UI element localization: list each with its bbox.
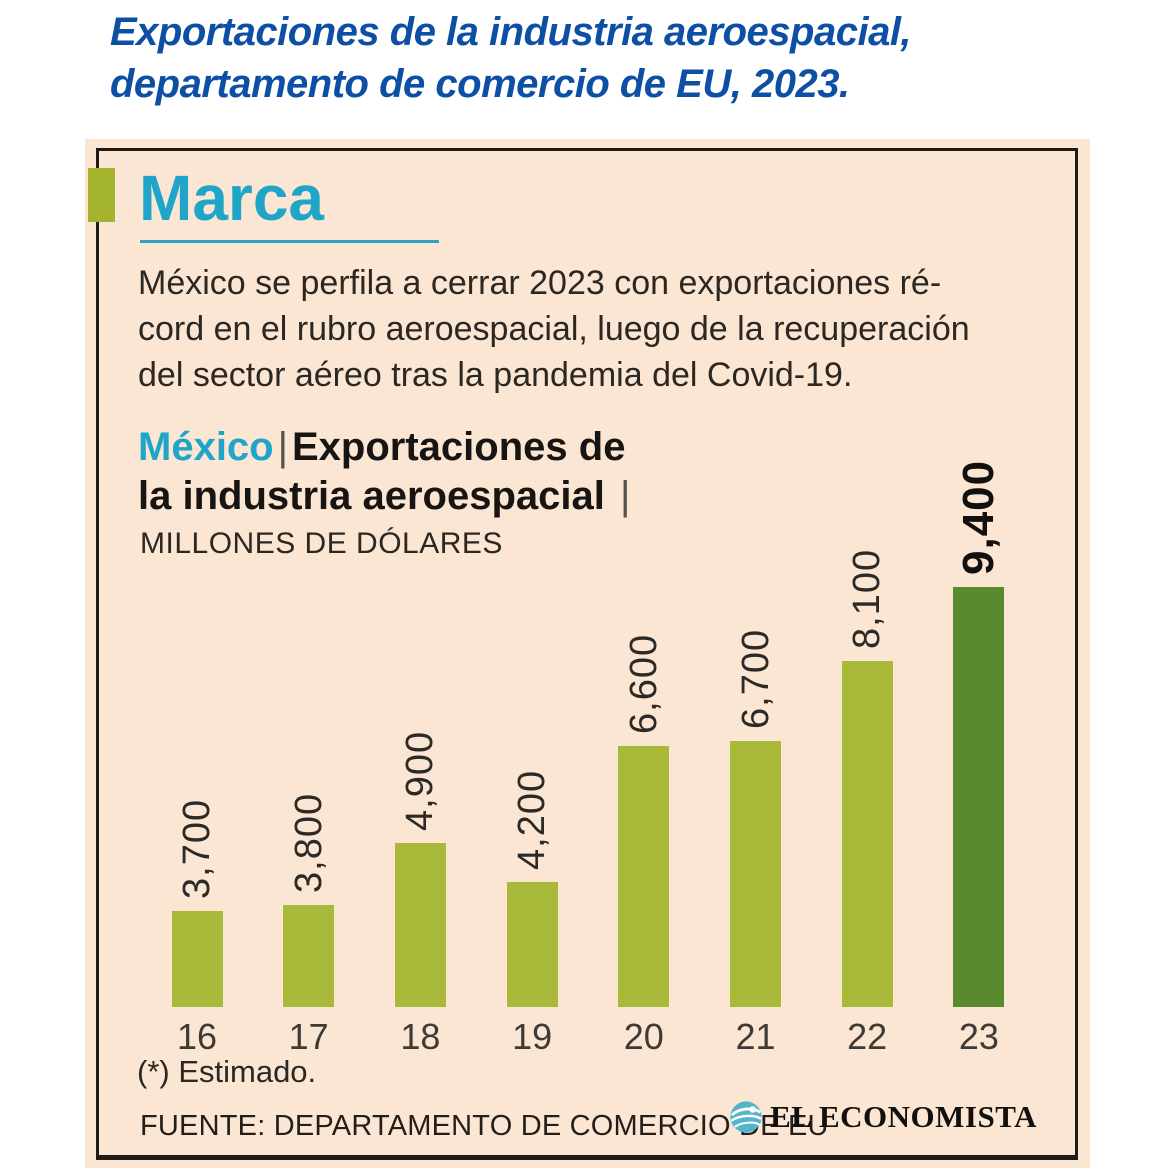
bar-21 [730,741,781,1007]
globe-icon [730,1101,762,1133]
intro-line-2: cord en el rubro aeroespacial, luego de … [138,310,970,348]
bar-value-label-17: 3,800 [287,792,330,893]
infographic-card: Marca México se perfila a cerrar 2023 co… [85,139,1090,1168]
chart-title-line-2: la industria aeroespacial [138,474,605,518]
bar-17 [283,905,335,1007]
x-axis-label-23: 23 [958,1016,999,1057]
bar-value-label-21: 6,700 [734,628,777,729]
bar-18 [394,843,446,1007]
bar-value-label-20: 6,600 [622,633,665,734]
bar-chart: 3,700 16 3,800 17 4,900 18 4,200 19 6,600 20 6,700… [85,139,1090,1168]
chart-title-separator-2: | [620,474,631,518]
bar-value-label-16: 3,700 [176,798,218,899]
x-axis-label-22: 22 [847,1016,888,1057]
bar-16 [171,911,223,1007]
x-axis-label-21: 21 [735,1016,776,1057]
el-economista-logo: EL ECONOMISTA [729,1099,1037,1135]
brand-accent-square [88,168,115,222]
x-axis-label-20: 20 [623,1016,664,1057]
intro-line-3: del sector aéreo tras la pandemia del Co… [138,356,853,394]
x-axis-label-16: 16 [176,1016,218,1057]
x-axis-label-18: 18 [400,1016,441,1057]
chart-title-line-1: Exportaciones de [292,425,626,469]
bar-19 [506,882,558,1007]
chart-title-region: México [138,425,274,469]
logo-text: EL ECONOMISTA [770,1099,1037,1134]
chart-title-separator: | [277,425,288,469]
brand-underline [140,240,439,243]
page-title-line-2: departamento de comercio de EU, 2023. [110,62,850,106]
intro-line-1: México se perfila a cerrar 2023 con expo… [138,264,942,302]
chart-title: México | Exportaciones de la industria aer… [138,423,634,521]
page-title-line-1: Exportaciones de la industria aeroespaci… [110,10,912,54]
source-text: FUENTE: DEPARTAMENTO DE COMERCIO DE EU [140,1110,829,1142]
x-axis-label-17: 17 [288,1016,329,1057]
x-axis-label-19: 19 [512,1016,553,1057]
bar-value-label-23: 9,400 [953,459,1003,575]
bar-value-label-18: 4,900 [399,730,442,831]
chart-units-label: MILLONES DE DÓLARES [140,527,503,560]
bar-value-label-19: 4,200 [511,769,554,870]
bar-20 [618,746,670,1007]
bar-22 [841,661,893,1007]
bar-23 [953,587,1005,1007]
bar-value-label-22: 8,100 [846,548,889,649]
page-title: Exportaciones de la industria aeroespaci… [110,6,912,110]
intro-paragraph: México se perfila a cerrar 2023 con expo… [138,260,970,398]
chart-footnote: (*) Estimado. [137,1054,317,1089]
brand-title: Marca [139,162,324,234]
